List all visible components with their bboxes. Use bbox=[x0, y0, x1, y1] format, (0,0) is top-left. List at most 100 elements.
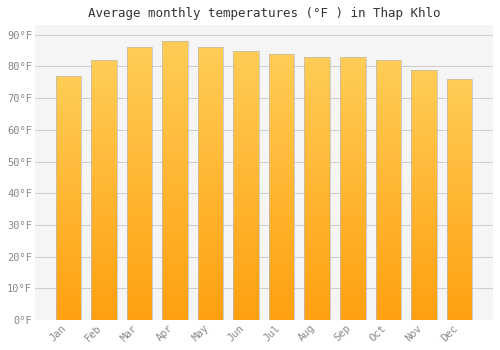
Bar bbox=[91, 106, 116, 109]
Bar bbox=[234, 293, 259, 296]
Bar bbox=[340, 195, 365, 198]
Bar bbox=[198, 184, 224, 187]
Bar bbox=[304, 152, 330, 156]
Bar bbox=[376, 274, 401, 278]
Bar bbox=[126, 156, 152, 160]
Bar bbox=[376, 232, 401, 236]
Bar bbox=[56, 76, 81, 320]
Bar bbox=[304, 225, 330, 228]
Bar bbox=[304, 287, 330, 290]
Bar bbox=[269, 197, 294, 200]
Bar bbox=[269, 214, 294, 217]
Bar bbox=[376, 138, 401, 141]
Bar bbox=[234, 199, 259, 202]
Bar bbox=[304, 129, 330, 133]
Bar bbox=[269, 287, 294, 290]
Bar bbox=[446, 311, 472, 314]
Bar bbox=[91, 200, 116, 203]
Bar bbox=[162, 139, 188, 142]
Bar bbox=[162, 79, 188, 83]
Bar bbox=[234, 263, 259, 266]
Bar bbox=[446, 167, 472, 169]
Bar bbox=[126, 190, 152, 194]
Bar bbox=[91, 265, 116, 268]
Bar bbox=[234, 303, 259, 307]
Bar bbox=[411, 157, 436, 160]
Bar bbox=[304, 317, 330, 320]
Bar bbox=[411, 167, 436, 170]
Bar bbox=[91, 284, 116, 287]
Bar bbox=[340, 86, 365, 90]
Bar bbox=[446, 88, 472, 91]
Bar bbox=[304, 96, 330, 100]
Bar bbox=[198, 187, 224, 190]
Bar bbox=[446, 139, 472, 142]
Bar bbox=[269, 120, 294, 124]
Bar bbox=[411, 223, 436, 226]
Bar bbox=[340, 100, 365, 103]
Bar bbox=[91, 210, 116, 213]
Bar bbox=[162, 222, 188, 226]
Bar bbox=[91, 132, 116, 135]
Bar bbox=[304, 136, 330, 139]
Bar bbox=[91, 297, 116, 300]
Bar bbox=[340, 74, 365, 77]
Bar bbox=[198, 204, 224, 208]
Bar bbox=[198, 82, 224, 85]
Bar bbox=[411, 201, 436, 204]
Bar bbox=[234, 71, 259, 74]
Bar bbox=[269, 84, 294, 87]
Bar bbox=[304, 57, 330, 60]
Bar bbox=[376, 93, 401, 96]
Bar bbox=[304, 205, 330, 208]
Bar bbox=[234, 165, 259, 168]
Bar bbox=[126, 262, 152, 265]
Bar bbox=[304, 162, 330, 166]
Bar bbox=[56, 110, 81, 113]
Bar bbox=[304, 133, 330, 136]
Bar bbox=[126, 225, 152, 228]
Bar bbox=[269, 284, 294, 287]
Bar bbox=[411, 92, 436, 94]
Bar bbox=[304, 156, 330, 159]
Bar bbox=[126, 85, 152, 88]
Bar bbox=[126, 313, 152, 316]
Bar bbox=[56, 79, 81, 82]
Bar bbox=[304, 57, 330, 320]
Bar bbox=[269, 187, 294, 190]
Bar bbox=[126, 316, 152, 320]
Bar bbox=[304, 178, 330, 182]
Bar bbox=[234, 290, 259, 293]
Bar bbox=[269, 117, 294, 120]
Bar bbox=[340, 133, 365, 136]
Bar bbox=[446, 281, 472, 284]
Bar bbox=[234, 256, 259, 259]
Bar bbox=[446, 82, 472, 85]
Bar bbox=[198, 276, 224, 279]
Bar bbox=[340, 313, 365, 317]
Bar bbox=[91, 314, 116, 317]
Bar bbox=[446, 251, 472, 254]
Bar bbox=[198, 289, 224, 293]
Bar bbox=[234, 94, 259, 98]
Bar bbox=[162, 156, 188, 160]
Bar bbox=[269, 67, 294, 70]
Bar bbox=[126, 133, 152, 136]
Bar bbox=[446, 169, 472, 173]
Bar bbox=[56, 204, 81, 207]
Bar bbox=[446, 220, 472, 224]
Bar bbox=[126, 296, 152, 300]
Bar bbox=[340, 152, 365, 156]
Bar bbox=[304, 277, 330, 280]
Bar bbox=[198, 300, 224, 303]
Bar bbox=[234, 273, 259, 276]
Bar bbox=[446, 299, 472, 302]
Bar bbox=[269, 170, 294, 174]
Bar bbox=[56, 170, 81, 174]
Bar bbox=[56, 131, 81, 134]
Bar bbox=[340, 284, 365, 287]
Bar bbox=[340, 178, 365, 182]
Bar bbox=[56, 116, 81, 119]
Bar bbox=[340, 126, 365, 129]
Bar bbox=[234, 74, 259, 78]
